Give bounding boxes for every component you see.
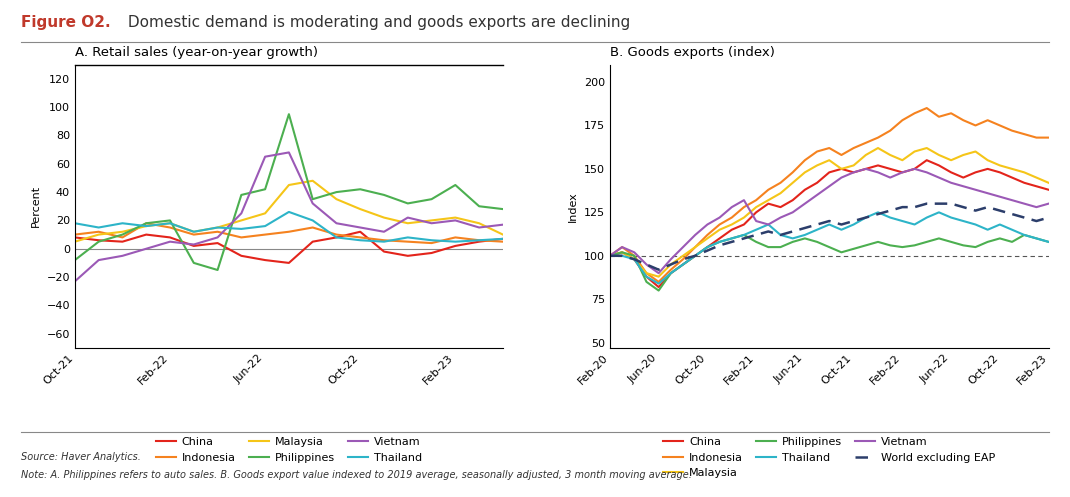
Text: B. Goods exports (index): B. Goods exports (index): [610, 46, 775, 59]
Legend: China, Indonesia, Malaysia, Philippines, Thailand, Vietnam, World excluding EAP: China, Indonesia, Malaysia, Philippines,…: [659, 433, 999, 483]
Text: Figure O2.: Figure O2.: [21, 15, 111, 30]
Legend: China, Indonesia, Malaysia, Philippines, Vietnam, Thailand: China, Indonesia, Malaysia, Philippines,…: [152, 433, 426, 467]
Text: Note: A. Philippines refers to auto sales. B. Goods export value indexed to 2019: Note: A. Philippines refers to auto sale…: [21, 470, 692, 480]
Y-axis label: Index: Index: [568, 191, 579, 222]
Text: A. Retail sales (year-on-year growth): A. Retail sales (year-on-year growth): [75, 46, 318, 59]
Y-axis label: Percent: Percent: [31, 185, 41, 227]
Text: Source: Haver Analytics.: Source: Haver Analytics.: [21, 452, 141, 462]
Text: Domestic demand is moderating and goods exports are declining: Domestic demand is moderating and goods …: [123, 15, 630, 30]
